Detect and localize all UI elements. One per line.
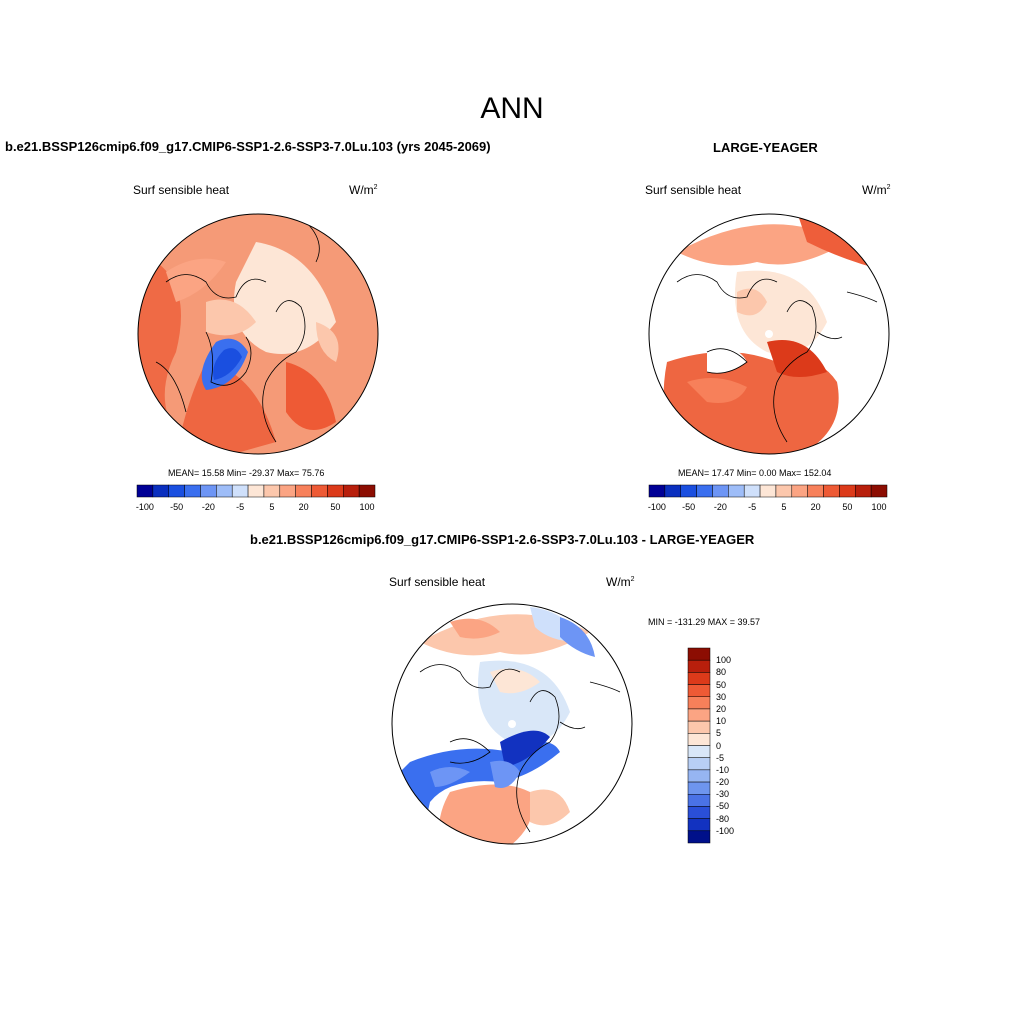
- panel1-colorbar-tick-label: 100: [359, 502, 375, 512]
- panel1-colorbar-swatch: [327, 484, 344, 498]
- panel3-polar-map: [391, 603, 633, 845]
- panel1-colorbar-swatch: [200, 484, 217, 498]
- panel3-units: W/m2: [606, 575, 635, 589]
- panel2-colorbar-tick-label: 20: [810, 502, 821, 512]
- panel3-colorbar-swatch: [687, 720, 711, 734]
- panel2-colorbar-tick-label: 50: [842, 502, 853, 512]
- panel2-colorbar-tick-label: -50: [682, 502, 696, 512]
- panel3-colorbar-tick-label: 50: [716, 679, 727, 690]
- panel3-colorbar-tick-label: 80: [716, 667, 727, 678]
- panel3-colorbar-swatch: [687, 672, 711, 685]
- panel3-colorbar-tick-label: -100: [716, 825, 735, 836]
- panel1-colorbar-swatch: [279, 484, 296, 498]
- panel1-colorbar-swatch: [136, 484, 154, 498]
- panel2-colorbar-swatch: [823, 484, 840, 498]
- panel3-variable-label: Surf sensible heat: [389, 575, 486, 589]
- panel3-colorbar-tick-label: 30: [716, 691, 727, 702]
- panel1-polar-map: [137, 213, 379, 455]
- panel3-colorbar-swatch: [687, 659, 711, 673]
- panel3-colorbar-swatch: [687, 769, 711, 783]
- panel3-colorbar-tick-label: -10: [716, 764, 730, 775]
- panel1-colorbar-swatch: [295, 484, 312, 498]
- page-title: ANN: [480, 92, 544, 125]
- panel2-colorbar-tick-label: 100: [871, 502, 887, 512]
- panel3-stats: MIN = -131.29 MAX = 39.57: [648, 617, 761, 627]
- panel2-colorbar-swatch: [712, 484, 729, 498]
- panel3-colorbar-swatch: [687, 794, 711, 807]
- panel3-colorbar-swatch: [687, 757, 711, 771]
- panel3-colorbar-tick-label: -5: [716, 752, 725, 763]
- panel1-colorbar: [136, 484, 376, 498]
- panel1-colorbar-tick-label: 5: [269, 502, 275, 512]
- panel1-colorbar-swatch: [343, 484, 360, 498]
- panel3-colorbar-swatch: [687, 708, 711, 722]
- panel3-colorbar-tick-label: 100: [716, 655, 732, 666]
- panel2-colorbar-swatch: [743, 484, 761, 498]
- panel2-colorbar-swatch: [807, 484, 824, 498]
- panel1-stats: MEAN= 15.58 Min= -29.37 Max= 75.76: [168, 468, 325, 478]
- panel2-variable-label: Surf sensible heat: [645, 183, 742, 197]
- panel2-colorbar-swatch: [839, 484, 856, 498]
- panel1-colorbar-tick-label: -100: [135, 502, 154, 512]
- panel2-colorbar-swatch: [664, 484, 681, 498]
- panel3-colorbar-tick-label: -20: [716, 777, 730, 788]
- panel1-colorbar-swatch: [263, 484, 281, 498]
- panel3-colorbar: [687, 647, 711, 844]
- panel2-units: W/m2: [862, 183, 891, 197]
- panel1-colorbar-tick-label: -20: [201, 502, 215, 512]
- panel3-colorbar-swatch: [687, 818, 711, 832]
- panel2-polar-map: [648, 213, 890, 455]
- panel1-title: b.e21.BSSP126cmip6.f09_g17.CMIP6-SSP1-2.…: [5, 139, 491, 154]
- panel2-colorbar-tick-label: -100: [647, 502, 666, 512]
- panel2-colorbar-tick-label: 5: [781, 502, 787, 512]
- panel2-colorbar-tick-label: -20: [713, 502, 727, 512]
- panel3-colorbar-tick-label: -80: [716, 813, 730, 824]
- panel2-colorbar-swatch: [855, 484, 872, 498]
- panel1-colorbar-swatch: [168, 484, 185, 498]
- panel1-colorbar-swatch: [216, 484, 233, 498]
- panel2-title: LARGE-YEAGER: [713, 140, 818, 155]
- panel3-colorbar-labels: 100 80 50 30 20 10 5 0 -5 -10 -20 -30 -50 -80 -100: [716, 648, 756, 843]
- panel2-colorbar-tick-label: -5: [748, 502, 757, 512]
- panel2-colorbar-swatch: [696, 484, 713, 498]
- panel3-colorbar-swatch: [687, 781, 711, 795]
- panel3-colorbar-swatch: [687, 806, 711, 819]
- panel3-colorbar-swatch: [687, 745, 711, 758]
- panel2-colorbar-swatch: [870, 484, 888, 498]
- panel2-colorbar-swatch: [791, 484, 808, 498]
- panel3-colorbar-tick-label: 0: [716, 740, 722, 751]
- panel1-colorbar-tick-label: 20: [298, 502, 309, 512]
- panel3-colorbar-tick-label: 5: [716, 728, 722, 739]
- panel1-colorbar-swatch: [231, 484, 249, 498]
- panel1-colorbar-tick-label: -5: [236, 502, 245, 512]
- panel3-colorbar-tick-label: 10: [716, 716, 727, 727]
- panel1-colorbar-labels: -100 -50 -20 -5 5 20 50 100: [135, 502, 375, 514]
- panel2-stats: MEAN= 17.47 Min= 0.00 Max= 152.04: [678, 468, 832, 478]
- panel2-colorbar-swatch: [728, 484, 745, 498]
- panel1-units: W/m2: [349, 183, 378, 197]
- panel1-colorbar-swatch: [247, 484, 265, 498]
- panel2-colorbar-swatch: [648, 484, 666, 498]
- panel1-colorbar-swatch: [358, 484, 376, 498]
- panel3-colorbar-swatch: [687, 647, 711, 661]
- panel1-variable-label: Surf sensible heat: [133, 183, 230, 197]
- panel2-colorbar: [648, 484, 888, 498]
- panel1-colorbar-swatch: [152, 484, 169, 498]
- panel3-colorbar-swatch: [687, 684, 711, 697]
- panel3-colorbar-tick-label: 20: [716, 703, 727, 714]
- panel3-colorbar-tick-label: -50: [716, 801, 730, 812]
- panel1-colorbar-swatch: [311, 484, 328, 498]
- panel2-colorbar-swatch: [775, 484, 793, 498]
- panel3-colorbar-swatch: [687, 733, 711, 746]
- panel1-colorbar-swatch: [184, 484, 201, 498]
- panel3-colorbar-swatch: [687, 830, 711, 844]
- panel1-colorbar-tick-label: 50: [330, 502, 341, 512]
- panel3-title: b.e21.BSSP126cmip6.f09_g17.CMIP6-SSP1-2.…: [250, 532, 755, 547]
- panel2-colorbar-swatch: [759, 484, 777, 498]
- panel2-colorbar-swatch: [680, 484, 697, 498]
- panel1-colorbar-tick-label: -50: [170, 502, 184, 512]
- panel3-colorbar-tick-label: -30: [716, 789, 730, 800]
- panel3-colorbar-swatch: [687, 696, 711, 710]
- panel2-colorbar-labels: -100 -50 -20 -5 5 20 50 100: [647, 502, 887, 514]
